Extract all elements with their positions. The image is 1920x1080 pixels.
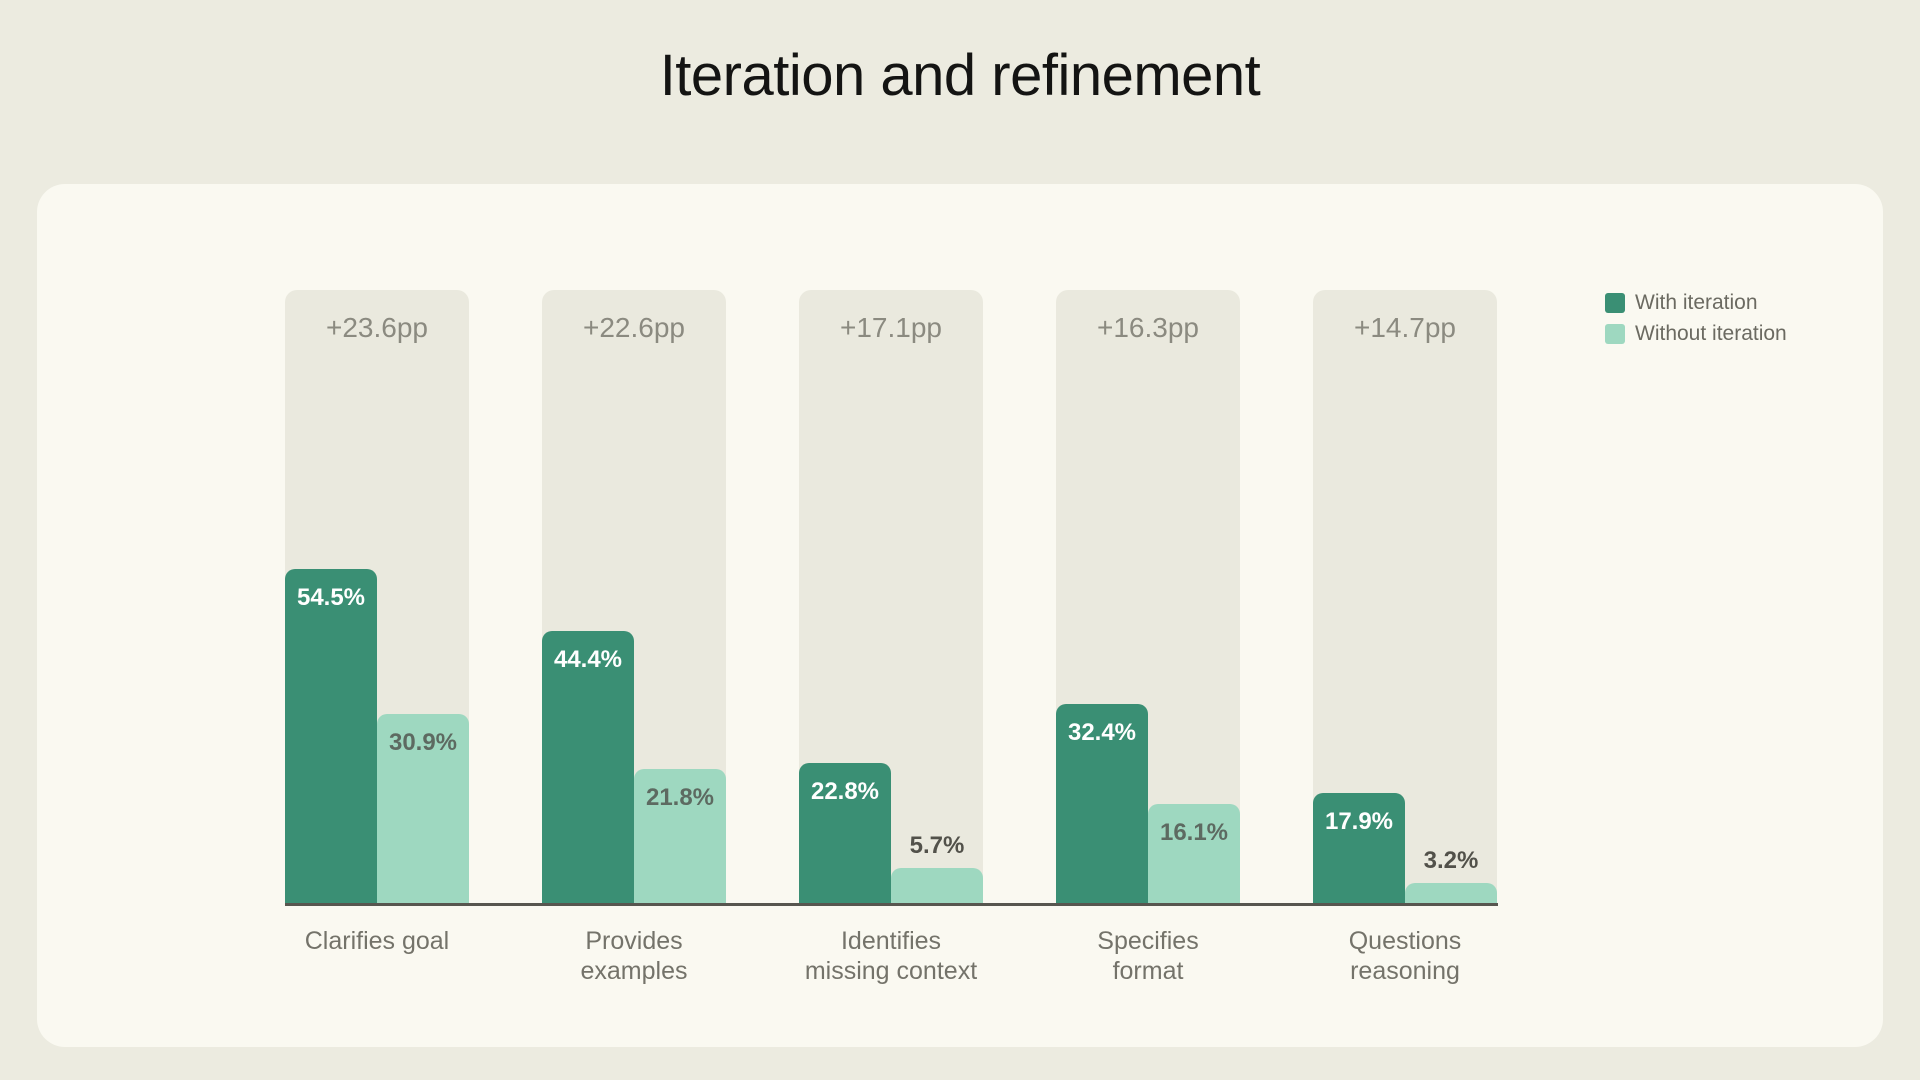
legend-item-with-iteration: With iteration bbox=[1605, 291, 1787, 315]
value-label-without-iteration-clarifies-goal: 30.9% bbox=[388, 729, 458, 756]
legend-swatch-with-iteration-icon bbox=[1605, 293, 1625, 313]
legend-label: Without iteration bbox=[1635, 322, 1787, 345]
category-label-provides-examples: Provides examples bbox=[580, 927, 688, 985]
value-label-without-iteration-questions-reasoning: 3.2% bbox=[1423, 847, 1479, 874]
value-label-with-iteration-identifies-missing-context: 22.8% bbox=[810, 778, 880, 805]
value-label-with-iteration-questions-reasoning: 17.9% bbox=[1324, 808, 1394, 835]
delta-label-provides-examples: +22.6pp bbox=[583, 312, 685, 343]
bar-with-iteration-questions-reasoning bbox=[1313, 793, 1405, 903]
value-label-with-iteration-clarifies-goal: 54.5% bbox=[296, 584, 366, 611]
legend-item-without-iteration: Without iteration bbox=[1605, 322, 1787, 346]
legend-swatch-without-iteration-icon bbox=[1605, 324, 1625, 344]
category-label-questions-reasoning: Questions reasoning bbox=[1348, 927, 1462, 985]
value-label-without-iteration-identifies-missing-context: 5.7% bbox=[909, 832, 965, 859]
bar-without-iteration-identifies-missing-context bbox=[891, 868, 983, 903]
bar-without-iteration-questions-reasoning bbox=[1405, 883, 1497, 903]
bar-without-iteration-clarifies-goal bbox=[377, 714, 469, 903]
value-label-with-iteration-specifies-format: 32.4% bbox=[1067, 719, 1137, 746]
bar-without-iteration-provides-examples bbox=[634, 769, 726, 903]
delta-label-questions-reasoning: +14.7pp bbox=[1354, 312, 1456, 343]
category-label-specifies-format: Specifies format bbox=[1097, 927, 1199, 985]
category-label-clarifies-goal: Clarifies goal bbox=[304, 927, 450, 955]
bar-without-iteration-specifies-format bbox=[1148, 804, 1240, 903]
chart-legend: With iteration Without iteration bbox=[1605, 291, 1787, 346]
chart-title: Iteration and refinement bbox=[659, 43, 1261, 108]
delta-label-clarifies-goal: +23.6pp bbox=[326, 312, 428, 343]
value-label-with-iteration-provides-examples: 44.4% bbox=[553, 646, 623, 673]
value-label-without-iteration-specifies-format: 16.1% bbox=[1159, 819, 1229, 846]
legend-label: With iteration bbox=[1635, 291, 1758, 314]
bar-with-iteration-specifies-format bbox=[1056, 704, 1148, 903]
bar-with-iteration-clarifies-goal bbox=[285, 569, 377, 903]
delta-label-specifies-format: +16.3pp bbox=[1097, 312, 1199, 343]
x-axis-line bbox=[285, 903, 1498, 906]
value-label-without-iteration-provides-examples: 21.8% bbox=[645, 784, 715, 811]
bar-with-iteration-provides-examples bbox=[542, 631, 634, 903]
delta-label-identifies-missing-context: +17.1pp bbox=[840, 312, 942, 343]
bar-with-iteration-identifies-missing-context bbox=[799, 763, 891, 903]
category-label-identifies-missing-context: Identifies missing context bbox=[804, 927, 978, 985]
